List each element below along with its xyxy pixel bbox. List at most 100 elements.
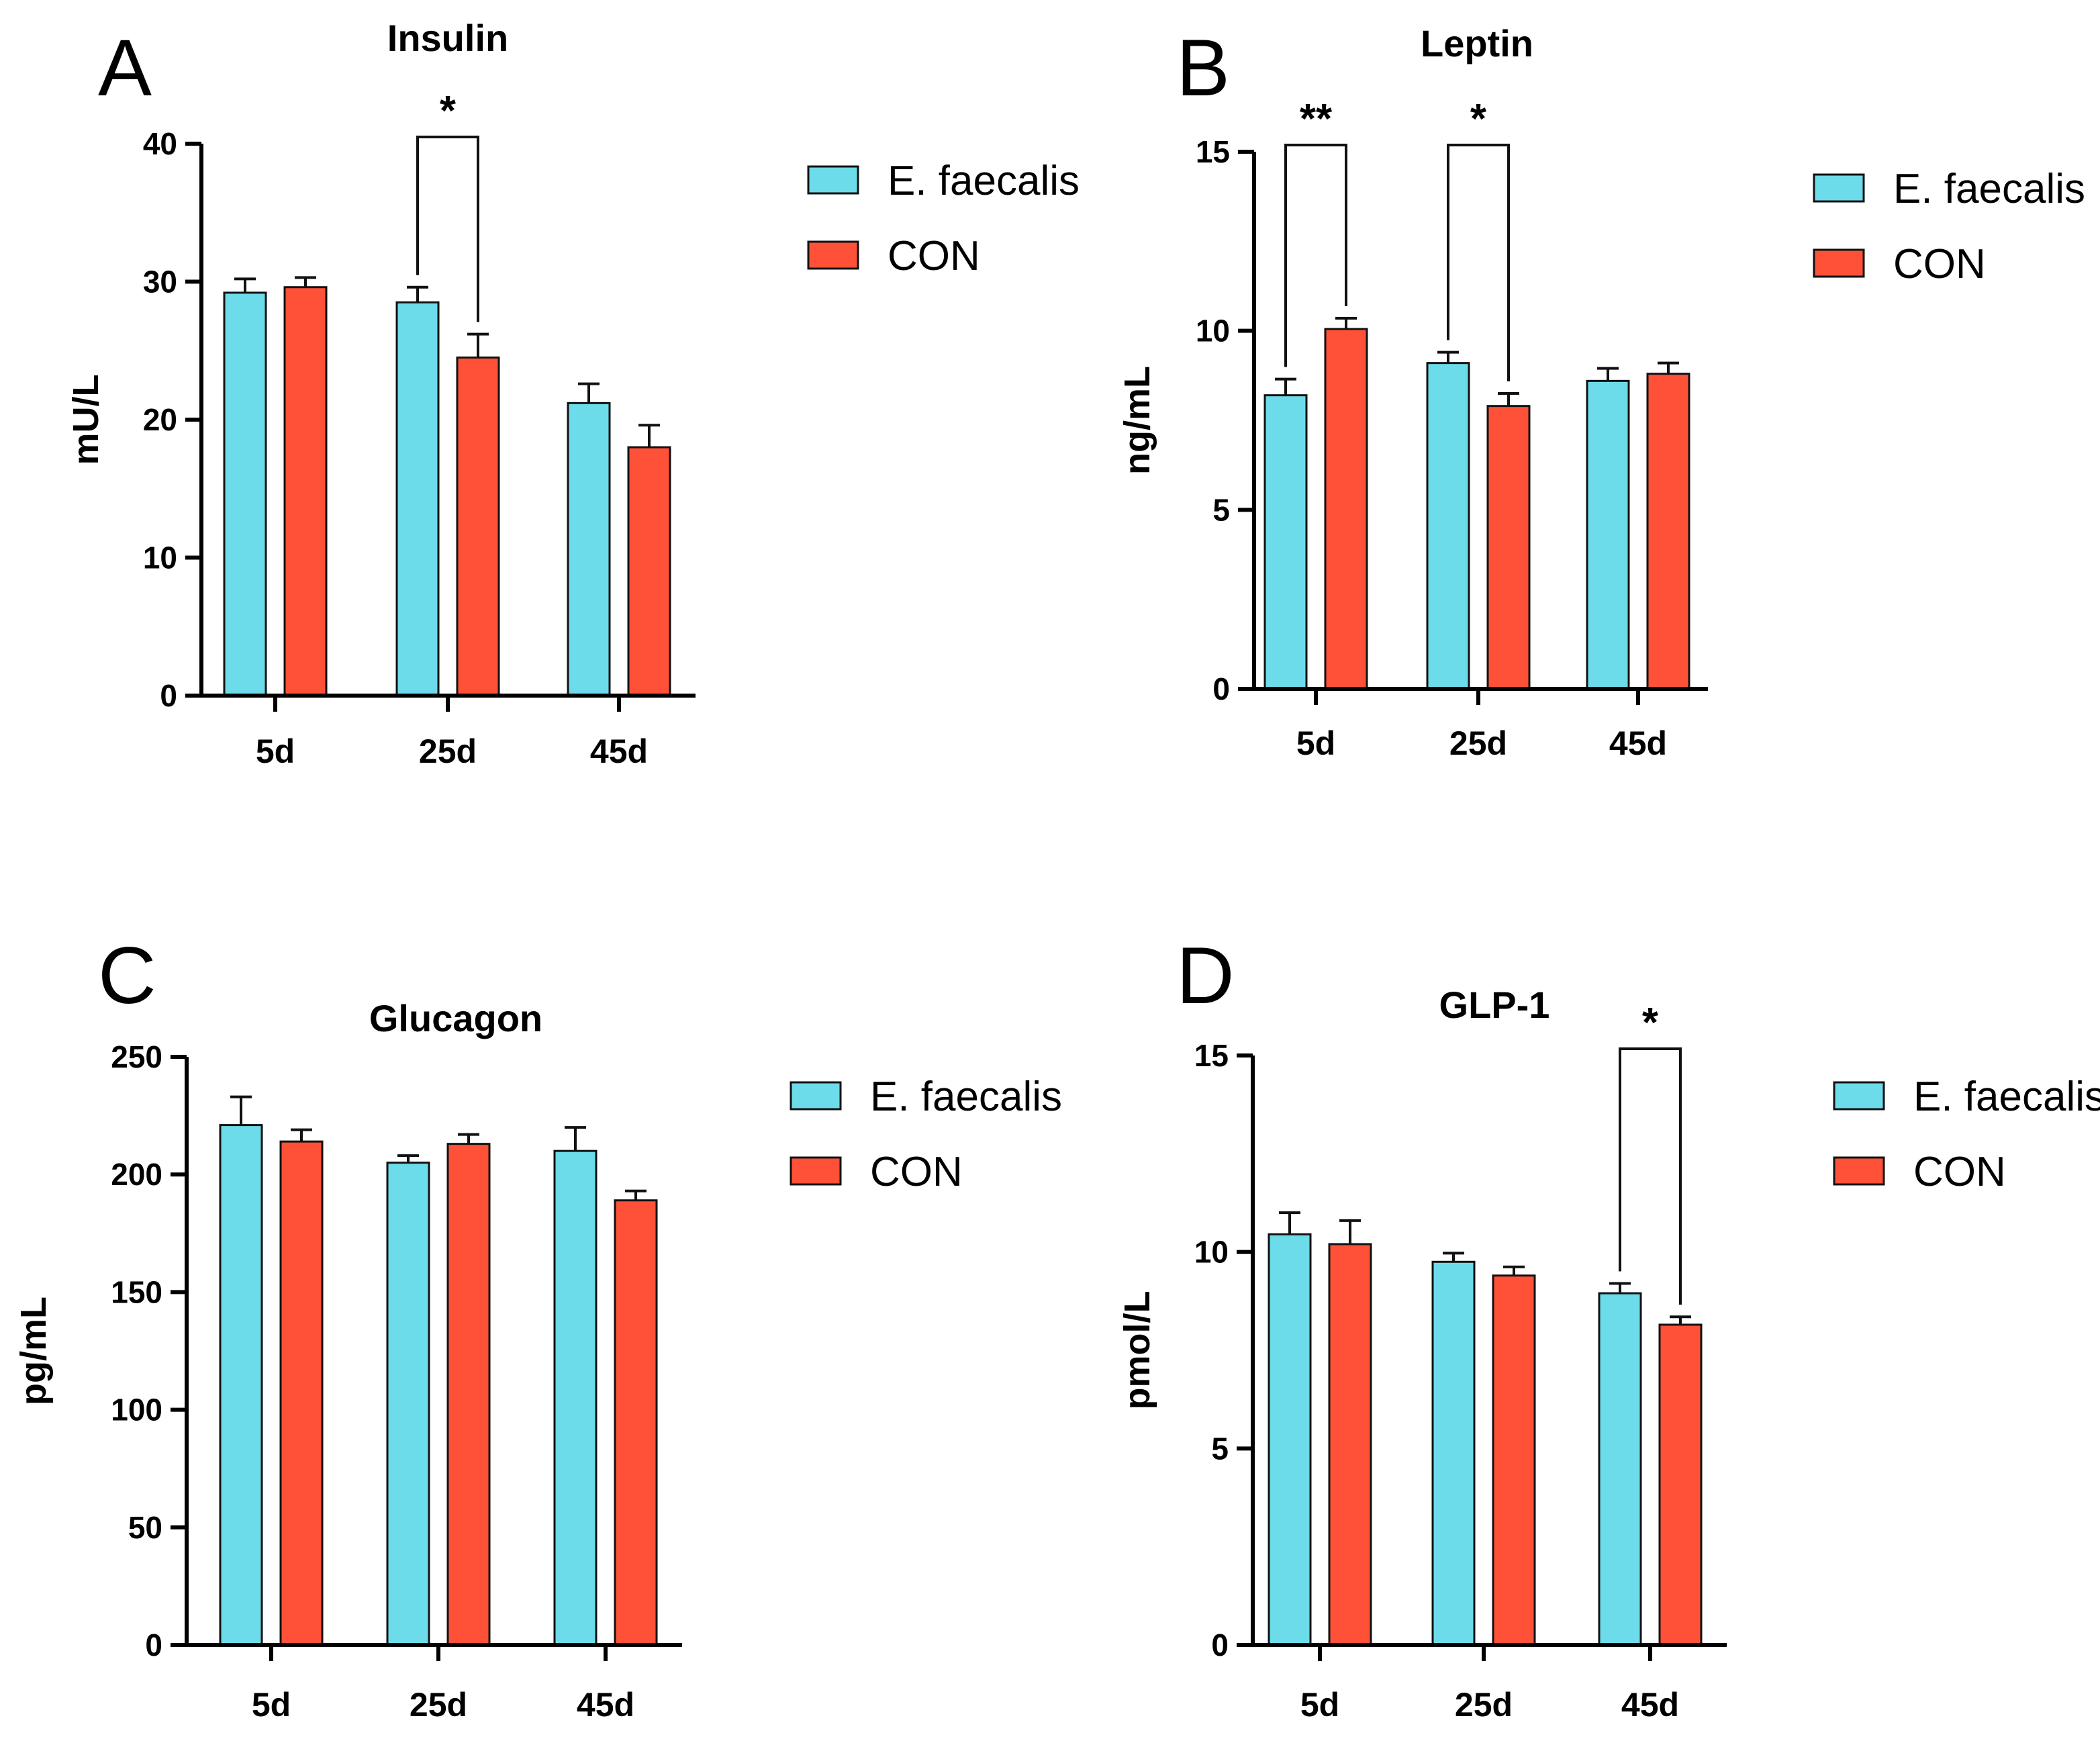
y-tick-label: 10	[1194, 1235, 1229, 1270]
y-axis-label: pg/mL	[13, 1297, 54, 1405]
legend-label-treatment: E. faecalis	[1913, 1074, 2100, 1120]
x-tick-label: 25d	[410, 1686, 467, 1724]
legend-label-treatment: E. faecalis	[888, 158, 1080, 204]
chart-title: GLP-1	[1439, 984, 1550, 1026]
legend-swatch-control	[790, 1156, 842, 1186]
x-tick-label: 45d	[1621, 1686, 1679, 1724]
y-tick-label: 50	[128, 1510, 162, 1545]
legend-swatch-control	[1813, 248, 1865, 278]
x-tick-label: 25d	[1449, 724, 1507, 762]
chart-panel-d: D GLP-1 pmol/L 0 5 10 15 5d 25d 45d * E. faecalis CO…	[1117, 931, 2100, 1724]
y-tick-label: 100	[111, 1393, 162, 1427]
legend-swatch-control	[1833, 1156, 1885, 1186]
bar-control-45d	[627, 446, 671, 697]
x-tick-label: 25d	[1455, 1686, 1513, 1724]
bar-treatment-5d	[223, 291, 267, 697]
bar-treatment-45d	[1586, 379, 1630, 690]
x-tick-label: 25d	[419, 733, 477, 770]
x-tick-label: 45d	[577, 1686, 634, 1724]
chart-panel-a: A Insulin mU/L 0 10 20 30 40 5d 25d 45d * E. faecali…	[66, 17, 1080, 770]
legend: E. faecalis CON	[807, 158, 1080, 279]
legend-label-treatment: E. faecalis	[870, 1074, 1062, 1120]
y-tick-label: 30	[143, 265, 177, 299]
panel-letter: D	[1176, 931, 1235, 1021]
y-tick-label: 0	[145, 1628, 162, 1662]
y-tick-label: 10	[1196, 314, 1230, 348]
y-tick-label: 5	[1212, 492, 1230, 527]
significance-bracket	[1619, 1047, 1682, 1305]
panel-letter: A	[98, 23, 152, 113]
legend-swatch-treatment	[1833, 1081, 1885, 1111]
y-tick-label: 5	[1211, 1431, 1229, 1466]
x-tick-label: 45d	[590, 733, 648, 770]
x-tick-label: 5d	[1296, 724, 1335, 762]
significance-label: *	[440, 88, 457, 134]
legend-label-control: CON	[870, 1149, 963, 1195]
y-tick-label: 0	[1211, 1628, 1229, 1662]
y-axis-label: mU/L	[66, 375, 106, 465]
legend-label-control: CON	[1893, 241, 1986, 287]
bar-control-5d	[1328, 1243, 1372, 1646]
bar-treatment-25d	[386, 1162, 430, 1646]
y-tick-label: 150	[111, 1274, 162, 1309]
bar-control-25d	[1486, 405, 1531, 690]
chart-title: Insulin	[387, 17, 508, 59]
x-tick-label: 5d	[1300, 1686, 1339, 1724]
panel-letter: C	[98, 931, 156, 1021]
significance-bracket	[416, 136, 479, 322]
chart-panel-c: C Glucagon pg/mL 0 50 100 150 200 250 5d 25d 45d E. …	[13, 931, 1062, 1724]
bar-treatment-45d	[553, 1149, 598, 1646]
bar-treatment-5d	[1263, 394, 1308, 690]
bar-treatment-5d	[219, 1124, 263, 1646]
panel-letter: B	[1176, 23, 1230, 113]
x-tick-label: 5d	[256, 733, 295, 770]
bar-control-25d	[446, 1143, 491, 1646]
x-tick-label: 45d	[1609, 724, 1667, 762]
bar-treatment-25d	[1426, 362, 1470, 690]
legend: E. faecalis CON	[1813, 166, 2085, 287]
significance-bracket	[1447, 144, 1510, 381]
y-tick-label: 20	[143, 402, 177, 437]
y-tick-label: 0	[160, 678, 177, 713]
bar-treatment-25d	[1431, 1260, 1476, 1646]
bar-control-5d	[279, 1140, 324, 1646]
y-tick-label: 15	[1196, 134, 1230, 169]
bar-treatment-45d	[567, 402, 611, 697]
y-tick-label: 40	[143, 126, 177, 161]
bar-treatment-25d	[395, 301, 440, 697]
significance-label: **	[1300, 96, 1333, 142]
legend: E. faecalis CON	[1833, 1074, 2100, 1195]
significance-label: *	[1470, 96, 1487, 142]
y-tick-label: 250	[111, 1039, 162, 1074]
bar-control-25d	[456, 357, 500, 697]
significance-label: *	[1642, 1000, 1659, 1046]
bar-control-5d	[1324, 328, 1368, 690]
y-tick-label: 200	[111, 1157, 162, 1192]
chart-title: Glucagon	[369, 997, 542, 1039]
legend-swatch-treatment	[807, 165, 859, 195]
legend-label-treatment: E. faecalis	[1893, 166, 2085, 212]
y-tick-label: 0	[1212, 671, 1230, 706]
legend-label-control: CON	[888, 233, 980, 279]
y-axis-label: ng/mL	[1117, 366, 1157, 475]
legend-swatch-treatment	[790, 1081, 842, 1111]
bar-control-45d	[1646, 373, 1690, 690]
legend-swatch-treatment	[1813, 173, 1865, 203]
significance-bracket	[1284, 144, 1347, 367]
bar-control-5d	[283, 286, 328, 697]
chart-title: Leptin	[1421, 22, 1533, 64]
bar-control-45d	[1658, 1323, 1703, 1646]
bar-treatment-5d	[1268, 1233, 1312, 1646]
bar-control-45d	[614, 1199, 658, 1646]
bar-treatment-45d	[1598, 1292, 1642, 1646]
legend-label-control: CON	[1913, 1149, 2006, 1195]
y-tick-label: 10	[143, 540, 177, 575]
legend: E. faecalis CON	[790, 1074, 1062, 1195]
y-axis-label: pmol/L	[1117, 1291, 1157, 1410]
bar-control-25d	[1492, 1274, 1536, 1646]
legend-swatch-control	[807, 240, 859, 270]
y-tick-label: 15	[1194, 1038, 1229, 1073]
x-tick-label: 5d	[252, 1686, 291, 1724]
